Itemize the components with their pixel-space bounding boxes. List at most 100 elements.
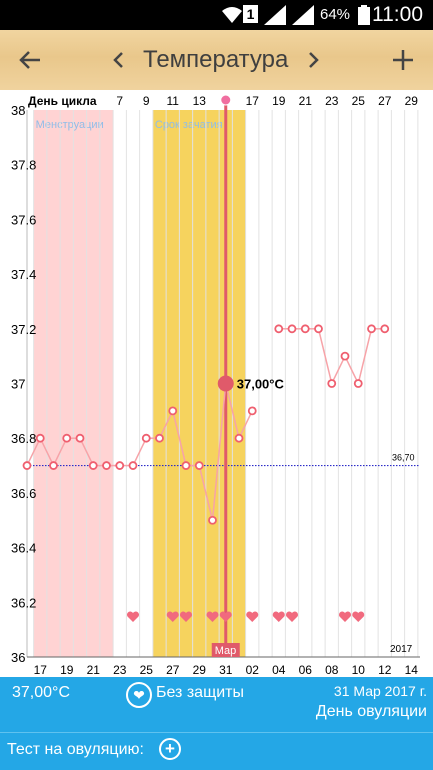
data-point	[247, 406, 257, 416]
series-segment	[79, 437, 94, 466]
series-segment	[344, 355, 359, 384]
chevron-left-icon[interactable]	[106, 30, 130, 90]
bottom-tick-label: 19	[60, 663, 74, 677]
selected-day-panel[interactable]: 37,00°C ❤ Без защиты 31 Мар 2017 г. День…	[0, 677, 433, 733]
bottom-tick-label: 04	[272, 663, 286, 677]
data-point	[102, 461, 111, 470]
data-point	[208, 515, 217, 525]
cycle-phase: День овуляции	[315, 703, 427, 720]
data-point	[168, 406, 178, 416]
bottom-tick-label: 10	[352, 663, 366, 677]
selected-point-label: 37,00°C	[237, 377, 285, 392]
series-segment	[225, 383, 240, 439]
top-tick-label: 23	[325, 94, 339, 108]
series-segment	[26, 437, 41, 466]
x-axis-title: День цикла	[28, 94, 97, 108]
data-point	[314, 324, 323, 334]
series-segment	[132, 437, 147, 466]
add-circle-icon[interactable]: +	[159, 738, 181, 760]
y-tick-label: 37.8	[11, 158, 36, 173]
ovulation-test-label: Тест на овуляцию:	[7, 741, 144, 758]
month-label: Мар	[215, 645, 237, 657]
data-point	[88, 461, 98, 470]
month-badge	[211, 643, 240, 657]
status-bar: 1 64% 11:00	[0, 0, 433, 30]
data-point	[75, 433, 85, 443]
heart-icon[interactable]: ❤	[126, 682, 152, 708]
protection-label: Без защиты	[156, 684, 244, 701]
heart-icon	[338, 611, 352, 622]
heart-icon	[246, 611, 259, 622]
data-point	[234, 433, 244, 443]
series-segment	[357, 328, 373, 384]
heart-icon	[166, 611, 179, 622]
data-point	[155, 433, 164, 443]
top-tick-label: 13	[193, 94, 207, 108]
data-point	[35, 433, 45, 443]
temperature-chart[interactable]: Менструации Срок зачатия 36,70 Мар 37,00°C…	[0, 90, 433, 680]
data-point	[22, 461, 32, 470]
bottom-tick-label: 08	[325, 663, 339, 677]
y-tick-label: 37.2	[11, 322, 36, 337]
chart-canvas: Менструации Срок зачатия 36,70 Мар 37,00°C…	[11, 94, 420, 677]
y-tick-label: 37.6	[11, 212, 36, 227]
series-segment	[238, 410, 253, 439]
y-tick-label: 36.2	[11, 595, 36, 610]
series-segment	[198, 465, 214, 521]
bottom-tick-label: 27	[166, 663, 180, 677]
bottom-tick-label: 12	[378, 663, 392, 677]
bottom-tick-label: 02	[246, 663, 260, 677]
bottom-tick-label: 06	[299, 663, 313, 677]
top-tick-label: 11	[167, 94, 180, 108]
data-point	[128, 461, 138, 470]
divider	[0, 732, 433, 733]
series-segment	[158, 410, 174, 439]
data-point	[62, 433, 72, 443]
data-point	[380, 324, 390, 334]
plus-icon[interactable]	[386, 30, 420, 90]
sim-badge: 1	[243, 0, 258, 30]
bottom-tick-label: 29	[193, 663, 207, 677]
data-point	[49, 461, 58, 470]
signal-icon	[264, 0, 286, 30]
heart-icon	[285, 611, 299, 622]
toolbar: Температура	[0, 30, 433, 90]
clock: 11:00	[372, 3, 423, 26]
temperature-value: 37,00°C	[12, 684, 70, 701]
data-point	[287, 324, 297, 334]
series-segment	[317, 328, 333, 384]
data-point	[367, 324, 376, 334]
series-segment	[172, 410, 187, 466]
heart-icon	[272, 611, 285, 622]
selected-date: 31 Мар 2017 г.	[333, 683, 427, 699]
data-point	[327, 379, 337, 388]
top-tick-label: 29	[405, 94, 419, 108]
bottom-tick-label: 17	[34, 663, 48, 677]
data-point	[353, 379, 363, 388]
data-point	[340, 351, 350, 361]
selected-point	[217, 375, 234, 392]
chevron-right-icon[interactable]	[302, 30, 326, 90]
series-segment	[331, 355, 346, 384]
data-point	[274, 324, 284, 334]
y-tick-label: 36.4	[11, 541, 36, 556]
bottom-tick-label: 23	[113, 663, 127, 677]
y-tick-label: 37.4	[11, 267, 36, 282]
battery-text: 64%	[320, 6, 351, 23]
series-segment	[52, 437, 68, 466]
ovulation-test-row[interactable]: Тест на овуляцию: +	[0, 733, 433, 770]
band-label-1: Срок зачатия	[155, 119, 223, 131]
data-point	[181, 461, 191, 470]
bottom-tick-label: 21	[87, 663, 101, 677]
data-point	[300, 324, 310, 334]
page-title: Температура	[143, 46, 289, 73]
top-tick-label: 9	[143, 94, 150, 108]
top-tick-label: 19	[272, 94, 286, 108]
back-arrow-icon[interactable]	[8, 30, 52, 90]
data-point	[115, 461, 125, 470]
series-segment	[211, 383, 227, 521]
bottom-tick-label: 25	[140, 663, 154, 677]
heart-icon	[126, 611, 140, 622]
bottom-tick-label: 14	[405, 663, 419, 677]
y-tick-label: 36	[11, 650, 25, 665]
